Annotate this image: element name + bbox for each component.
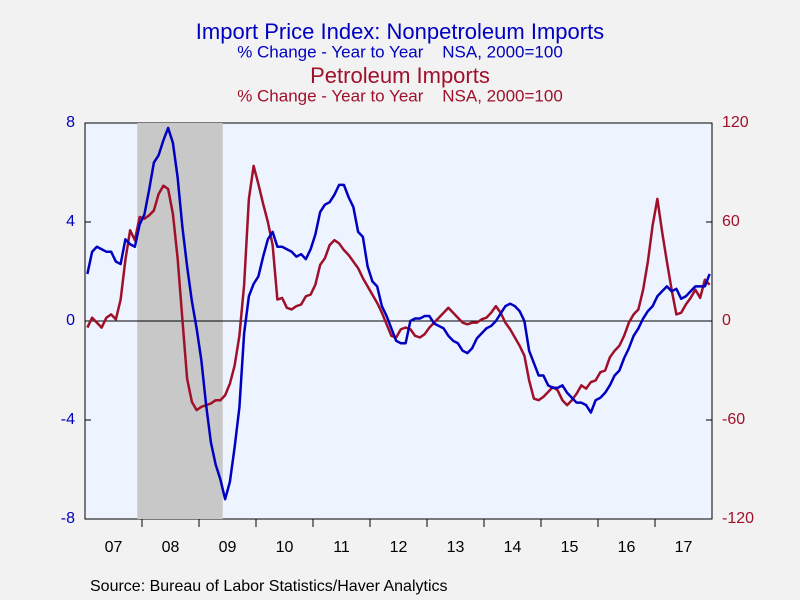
y-tick-label: 4 — [66, 213, 75, 230]
x-tick-label: 14 — [504, 539, 522, 556]
x-tick-label: 15 — [561, 539, 579, 556]
x-tick-label: 11 — [333, 539, 350, 556]
x-tick-label: 07 — [105, 539, 123, 556]
x-tick-label: 16 — [618, 539, 636, 556]
x-tick-label: 17 — [675, 539, 693, 556]
y-tick-label: 0 — [66, 312, 75, 329]
x-tick-label: 13 — [447, 539, 465, 556]
chart-subtitle-2: % Change - Year to Year NSA, 2000=100 — [237, 86, 563, 105]
y2-tick-label: 0 — [722, 312, 731, 329]
x-tick-label: 09 — [219, 539, 237, 556]
y-tick-label: -4 — [61, 411, 75, 428]
x-tick-label: 10 — [276, 539, 294, 556]
y2-tick-label: -120 — [722, 510, 754, 527]
y2-tick-label: 120 — [722, 114, 749, 131]
chart-title-2: Petroleum Imports — [310, 63, 490, 88]
series-line — [86, 126, 711, 501]
x-tick-label: 12 — [390, 539, 408, 556]
y2-tick-label: -60 — [722, 411, 745, 428]
chart-subtitle: % Change - Year to Year NSA, 2000=100 — [237, 42, 563, 61]
source-note: Source: Bureau of Labor Statistics/Haver… — [90, 578, 448, 595]
x-tick-label: 08 — [162, 539, 180, 556]
chart-title: Import Price Index: Nonpetroleum Imports — [196, 19, 604, 44]
y-tick-label: -8 — [61, 510, 75, 527]
y2-tick-label: 60 — [722, 213, 740, 230]
y-tick-label: 8 — [66, 114, 75, 131]
series-line — [86, 164, 711, 412]
